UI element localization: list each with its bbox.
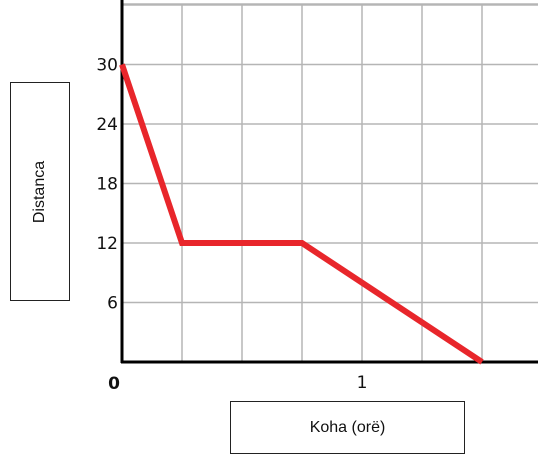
x-tick-label: 1: [357, 373, 368, 393]
tick-labels: 6 12 18 24 30 1 0: [96, 56, 367, 395]
series-line-0: [119, 63, 484, 365]
origin-label: 0: [108, 374, 120, 394]
y-tick-label: 18: [96, 175, 118, 195]
y-tick-label: 24: [96, 115, 118, 135]
y-axis-label-box: Distanca: [10, 82, 70, 301]
grid: [122, 3, 538, 362]
y-tick-label: 6: [107, 294, 118, 314]
x-axis-label-box: Koha (orë): [230, 401, 465, 454]
y-tick-label: 12: [96, 234, 118, 254]
y-tick-label: 30: [96, 56, 118, 76]
y-axis-label: Distanca: [31, 160, 48, 223]
series-layer: [119, 63, 484, 365]
x-axis-label: Koha (orë): [309, 418, 386, 436]
axes: [120, 0, 538, 364]
